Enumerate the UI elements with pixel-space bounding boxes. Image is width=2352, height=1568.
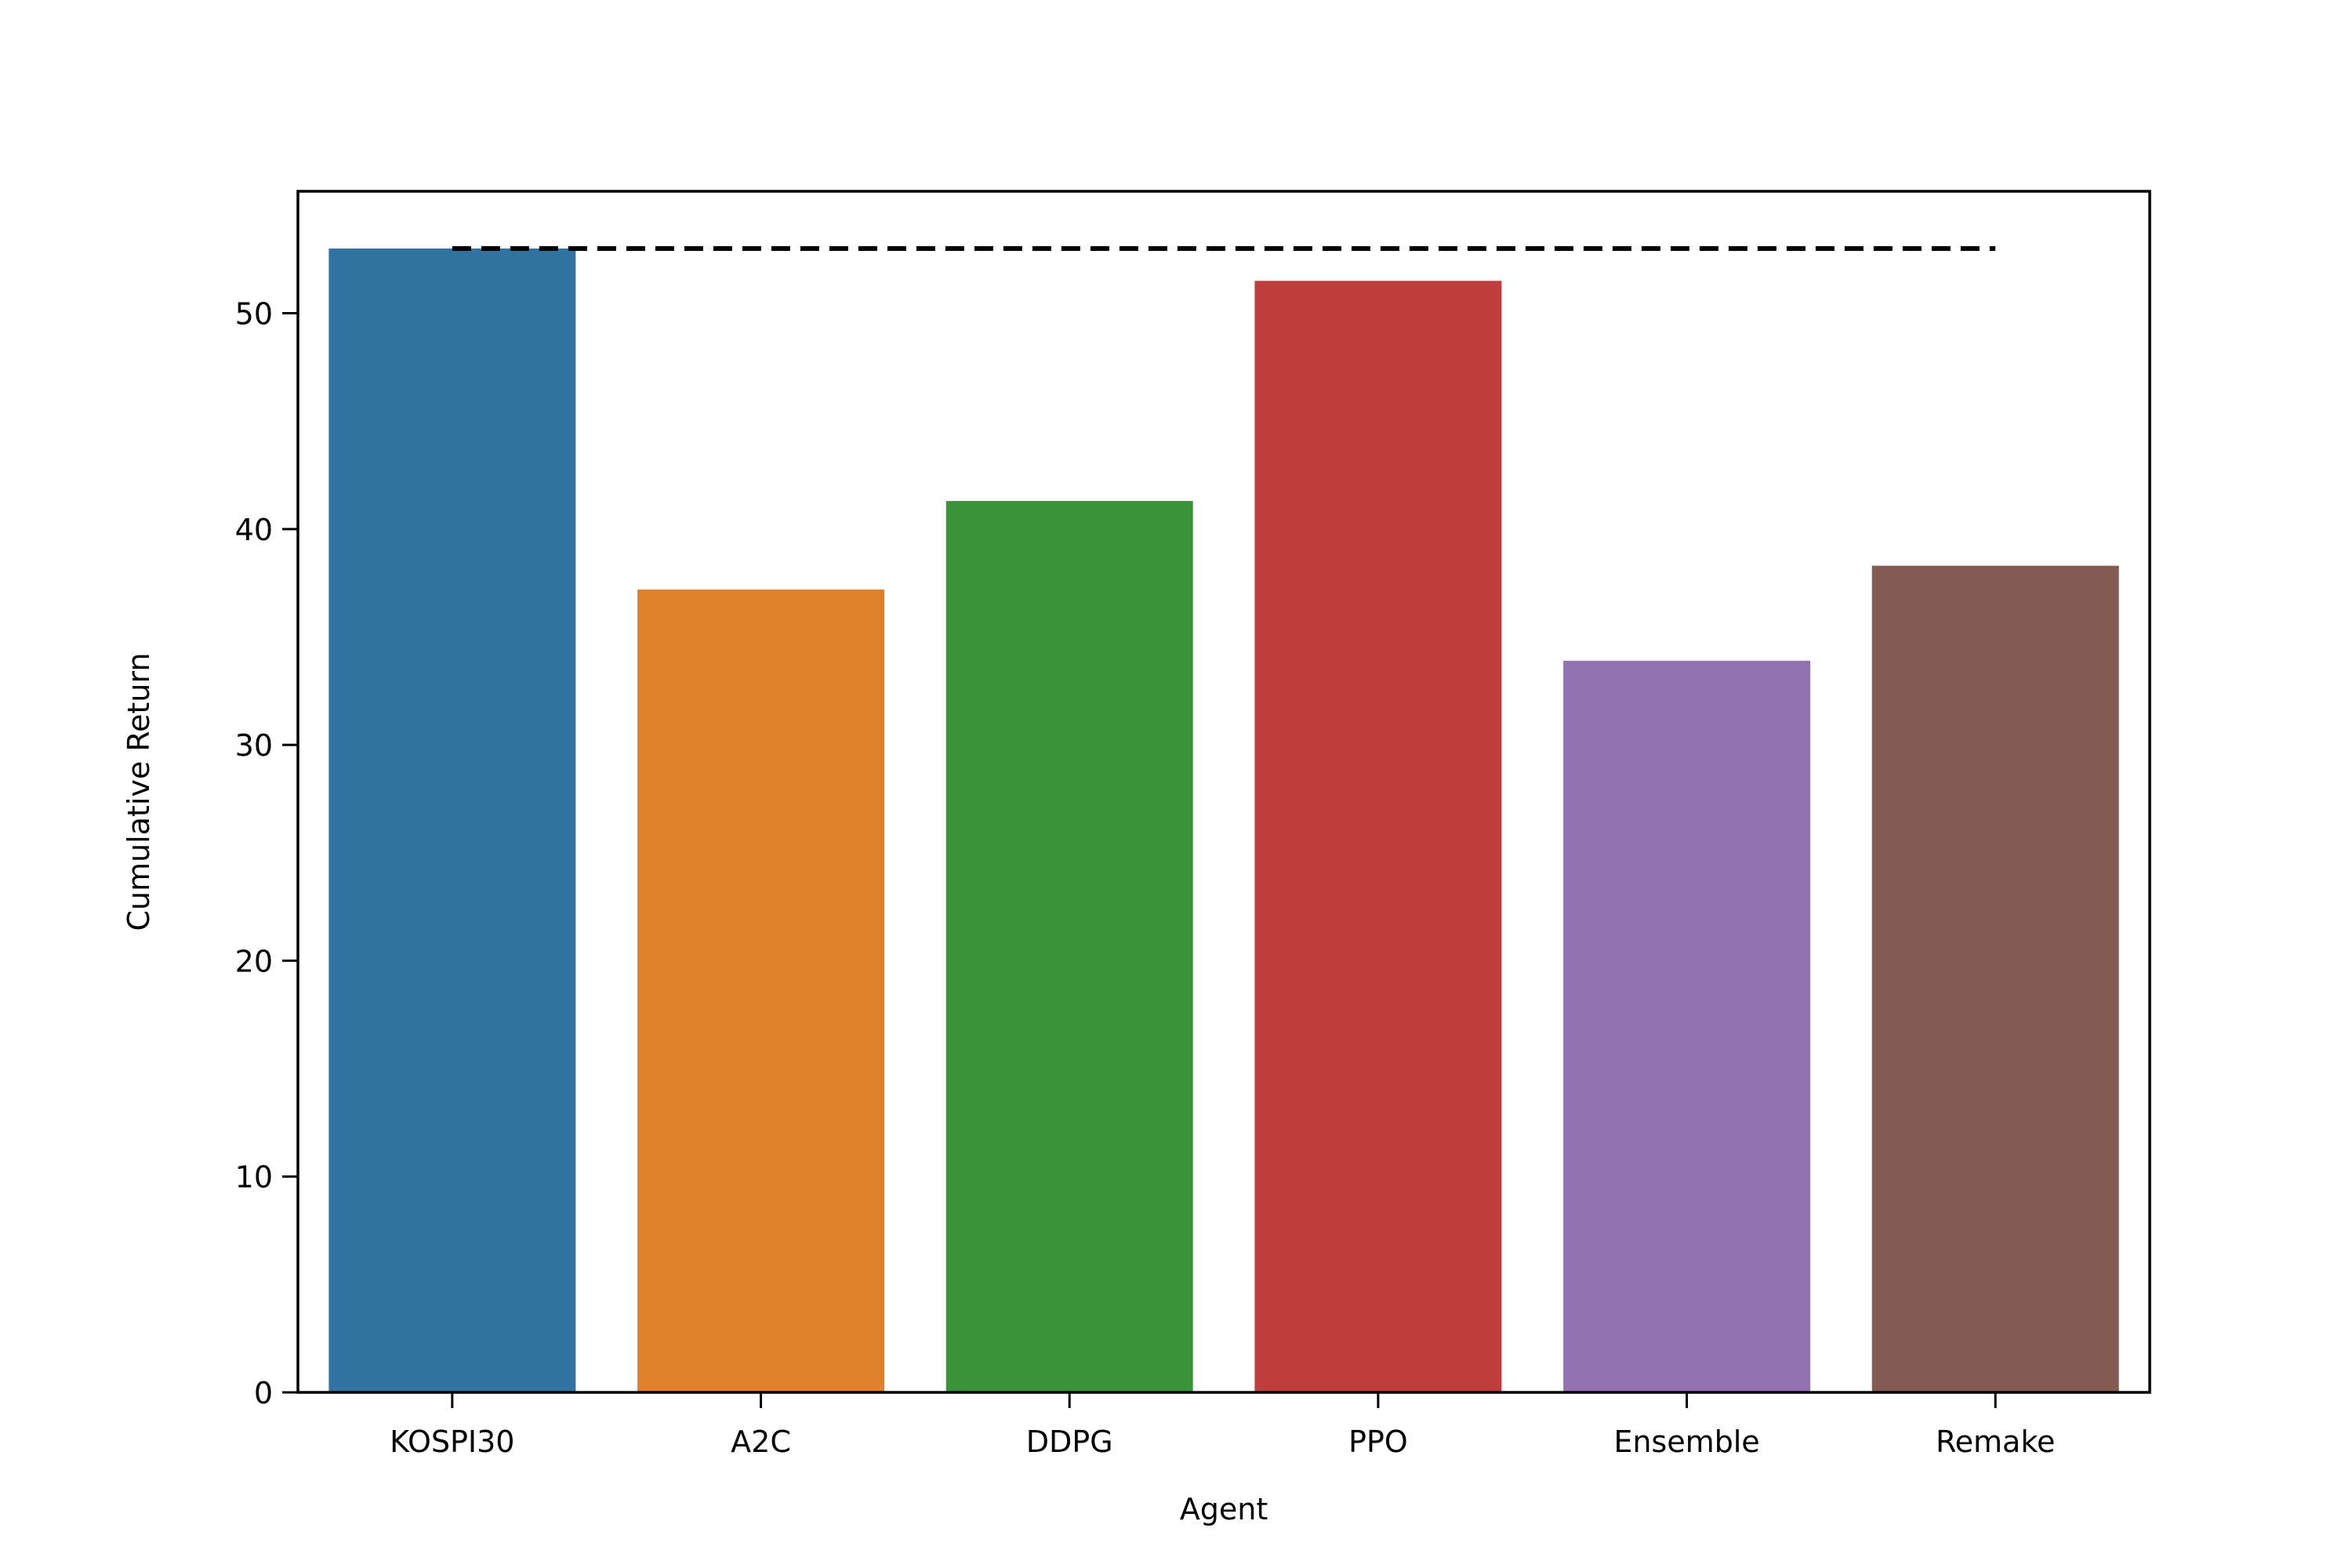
x-tick-label-remake: Remake	[1936, 1425, 2055, 1459]
x-tick-label-kospi30: KOSPI30	[390, 1425, 514, 1459]
x-tick-label-ppo: PPO	[1348, 1425, 1408, 1459]
bar-a2c	[637, 589, 884, 1392]
y-tick-label: 30	[235, 728, 273, 763]
y-tick-label: 40	[235, 513, 273, 547]
y-tick-label: 0	[254, 1376, 273, 1410]
bar-kospi30	[328, 248, 576, 1392]
y-axis-label: Cumulative Return	[122, 652, 156, 931]
bar-ensemble	[1563, 660, 1810, 1392]
bars-group	[328, 248, 2119, 1393]
y-tick-label: 10	[235, 1160, 273, 1195]
x-axis-ticks: KOSPI30 A2C DDPG PPO Ensemble Remake	[390, 1392, 2055, 1459]
bar-remake	[1871, 565, 2119, 1393]
x-tick-label-ensemble: Ensemble	[1613, 1425, 1759, 1459]
x-tick-label-a2c: A2C	[731, 1425, 791, 1459]
bar-ppo	[1254, 281, 1502, 1392]
x-axis-label: Agent	[1180, 1492, 1268, 1526]
y-axis-ticks: 0 10 20 30 40 50	[235, 297, 298, 1410]
plot-frame	[296, 190, 2151, 1394]
bar-ddpg	[946, 501, 1193, 1393]
x-tick-label-ddpg: DDPG	[1026, 1425, 1113, 1459]
y-tick-label: 20	[235, 944, 273, 978]
y-tick-label: 50	[235, 297, 273, 332]
